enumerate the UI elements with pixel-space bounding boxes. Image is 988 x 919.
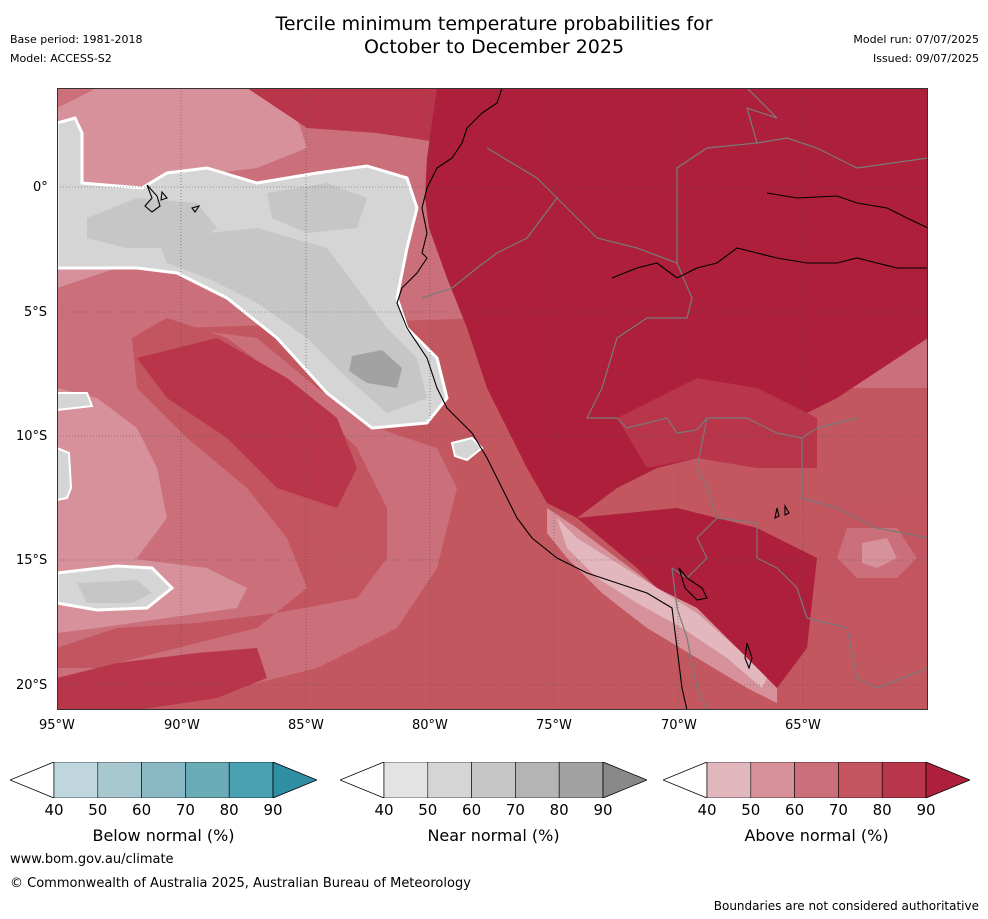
- colorbar-above-tick: 80: [872, 801, 892, 819]
- colorbar-near-segments: [383, 762, 604, 798]
- issued-label: Issued: 09/07/2025: [872, 52, 979, 65]
- colorbar-above: [663, 762, 970, 798]
- colorbar-below-min-arrow: [10, 762, 55, 798]
- colorbar-near-min-arrow: [340, 762, 385, 798]
- lat-label-0: 0°: [33, 180, 48, 195]
- colorbar-near-max-arrow: [602, 762, 647, 798]
- model-run-label: Model run: 07/07/2025: [853, 33, 979, 46]
- lat-label-10s: 10°S: [16, 429, 48, 444]
- colorbar-near-tick: 50: [418, 801, 438, 819]
- disclaimer-text: Boundaries are not considered authoritat…: [713, 899, 979, 913]
- colorbar-near-tick: 90: [593, 801, 613, 819]
- colorbar-near-segment: [427, 762, 472, 798]
- lon-label-70w: 70°W: [661, 718, 697, 733]
- base-period-label: Base period: 1981-2018: [10, 33, 143, 46]
- region-above-50-60-east: [862, 538, 897, 568]
- colorbar-near-tick: 40: [374, 801, 394, 819]
- lon-label-75w: 75°W: [536, 718, 572, 733]
- colorbar-below-label: Below normal (%): [92, 826, 235, 845]
- colorbar-above-max-arrow: [925, 762, 970, 798]
- region-above-50-60-w: [57, 388, 167, 588]
- colorbar-below-segment: [141, 762, 186, 798]
- lon-label-90w: 90°W: [164, 718, 200, 733]
- region-near-normal-w2: [57, 446, 73, 502]
- colorbar-near: [340, 762, 647, 798]
- colorbar-near-segment: [471, 762, 516, 798]
- colorbar-below-tick: 60: [132, 801, 152, 819]
- lat-label-5s: 5°S: [24, 305, 48, 320]
- colorbar-above-tick: 60: [785, 801, 805, 819]
- copyright-text: © Commonwealth of Australia 2025, Austra…: [10, 876, 471, 891]
- colorbar-below-segment: [53, 762, 99, 798]
- page-title: Tercile minimum temperature probabilitie…: [0, 13, 988, 59]
- colorbar-near-segment: [515, 762, 560, 798]
- colorbar-near-tick: 70: [505, 801, 525, 819]
- colorbar-near-tick: 60: [462, 801, 482, 819]
- colorbar-below-segment: [185, 762, 230, 798]
- lon-label-95w: 95°W: [39, 718, 75, 733]
- colorbar-below-segments: [53, 762, 274, 798]
- colorbar-near-tick: 80: [549, 801, 569, 819]
- colorbar-above-segment: [794, 762, 839, 798]
- colorbar-above-segment: [838, 762, 883, 798]
- region-near-50-60-sw: [77, 580, 152, 603]
- colorbar-above-tick: 50: [741, 801, 761, 819]
- region-near-normal-w: [57, 392, 94, 412]
- colorbar-above-label: Above normal (%): [744, 826, 889, 845]
- region-above-90-land: [425, 88, 928, 518]
- colorbar-above-segments: [706, 762, 927, 798]
- graticule: [57, 88, 928, 710]
- colorbar-below-tick: 70: [175, 801, 195, 819]
- colorbar-near-segment: [558, 762, 604, 798]
- lat-label-15s: 15°S: [16, 553, 48, 568]
- website-link[interactable]: www.bom.gov.au/climate: [10, 852, 174, 867]
- coastline: [144, 88, 928, 710]
- lon-label-85w: 85°W: [288, 718, 324, 733]
- national-boundaries: [421, 88, 928, 710]
- colorbar-above-segment: [750, 762, 795, 798]
- map-frame: [57, 88, 928, 710]
- title-line-2: October to December 2025: [363, 36, 625, 58]
- colorbar-above-tick: 40: [697, 801, 717, 819]
- colorbar-near-segment: [383, 762, 429, 798]
- colorbar-below-segment: [228, 762, 274, 798]
- region-above-80-90-sw: [57, 648, 267, 710]
- colorbar-above-segment: [881, 762, 927, 798]
- colorbar-below-tick: 50: [88, 801, 108, 819]
- colorbar-above-segment: [706, 762, 752, 798]
- colorbar-below-max-arrow: [272, 762, 317, 798]
- lon-label-80w: 80°W: [412, 718, 448, 733]
- title-line-1: Tercile minimum temperature probabilitie…: [275, 13, 713, 35]
- region-above-40-50-coast: [557, 518, 767, 688]
- colorbar-below: [10, 762, 317, 798]
- colorbar-below-tick: 80: [219, 801, 239, 819]
- region-above-80-90-inland: [617, 378, 817, 468]
- lon-label-65w: 65°W: [785, 718, 821, 733]
- colorbar-near-label: Near normal (%): [427, 826, 560, 845]
- colorbar-below-tick: 90: [263, 801, 283, 819]
- colorbar-above-tick: 70: [828, 801, 848, 819]
- colorbar-above-min-arrow: [663, 762, 708, 798]
- region-above-80-90-mid: [137, 338, 357, 508]
- colorbar-below-tick: 40: [44, 801, 64, 819]
- lat-label-20s: 20°S: [16, 678, 48, 693]
- colorbar-above-tick: 90: [916, 801, 936, 819]
- model-label: Model: ACCESS-S2: [10, 52, 112, 65]
- region-near-60-70: [349, 350, 402, 388]
- probability-map: [57, 88, 928, 710]
- colorbar-below-segment: [97, 762, 142, 798]
- region-near-normal-coast: [450, 436, 484, 462]
- region-near-50-60-b: [267, 183, 367, 233]
